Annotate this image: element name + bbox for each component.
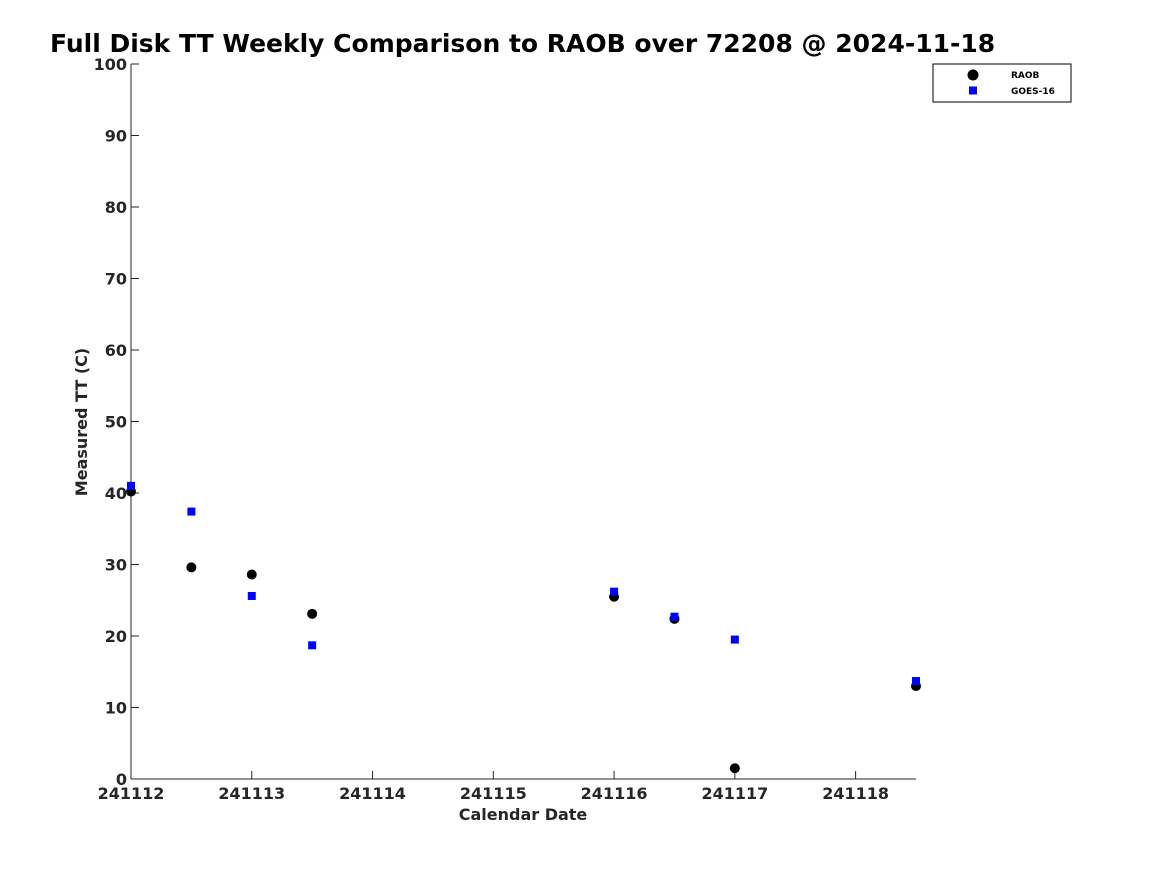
series-goes16 [127, 481, 920, 686]
y-tick-label: 100 [94, 55, 127, 74]
x-tick-label: 241114 [339, 784, 406, 803]
data-point-square [247, 591, 256, 600]
legend-marker-raob [967, 69, 979, 81]
plot-area [130, 64, 916, 780]
y-tick-label: 90 [105, 127, 127, 146]
x-tick-label: 241115 [460, 784, 527, 803]
y-tick-label: 70 [105, 270, 127, 289]
y-axis-label: Measured TT (C) [72, 348, 91, 496]
y-axis-ticks: 0 10 20 30 40 50 60 70 80 90 100 [94, 55, 139, 789]
x-tick-label: 241113 [218, 784, 285, 803]
y-tick-label: 80 [105, 198, 127, 217]
legend-box [932, 63, 1072, 103]
chart-title: Full Disk TT Weekly Comparison to RAOB o… [50, 29, 995, 58]
series-raob [126, 486, 921, 774]
data-point-square [670, 612, 679, 621]
legend-label-raob: RAOB [1011, 71, 1040, 81]
x-tick-label: 241118 [822, 784, 889, 803]
y-tick-label: 60 [105, 341, 127, 360]
y-tick-label: 50 [105, 413, 127, 432]
x-axis-ticks: 241112 241113 241114 241115 241116 241117 2411… [98, 771, 889, 803]
y-tick-label: 20 [105, 627, 127, 646]
x-axis-label: Calendar Date [459, 805, 588, 824]
y-tick-label: 30 [105, 556, 127, 575]
data-point-square [610, 587, 619, 596]
data-point-square [730, 635, 739, 644]
y-tick-label: 0 [116, 770, 127, 789]
x-tick-label: 241116 [581, 784, 648, 803]
data-point-circle [186, 562, 197, 573]
data-point-square [912, 677, 920, 686]
legend-marker-goes16 [969, 86, 977, 95]
y-tick-label: 40 [105, 484, 127, 503]
data-point-circle [729, 763, 740, 774]
legend: RAOB GOES-16 [932, 63, 1072, 103]
x-tick-label: 241117 [701, 784, 768, 803]
data-point-square [127, 481, 135, 490]
data-point-square [308, 641, 317, 650]
legend-label-goes16: GOES-16 [1011, 87, 1055, 97]
data-point-circle [307, 608, 318, 619]
data-point-circle [246, 569, 257, 580]
x-tick-label: 241112 [98, 784, 165, 803]
data-point-square [187, 507, 196, 516]
y-tick-label: 10 [105, 699, 127, 718]
data-series [126, 481, 921, 774]
